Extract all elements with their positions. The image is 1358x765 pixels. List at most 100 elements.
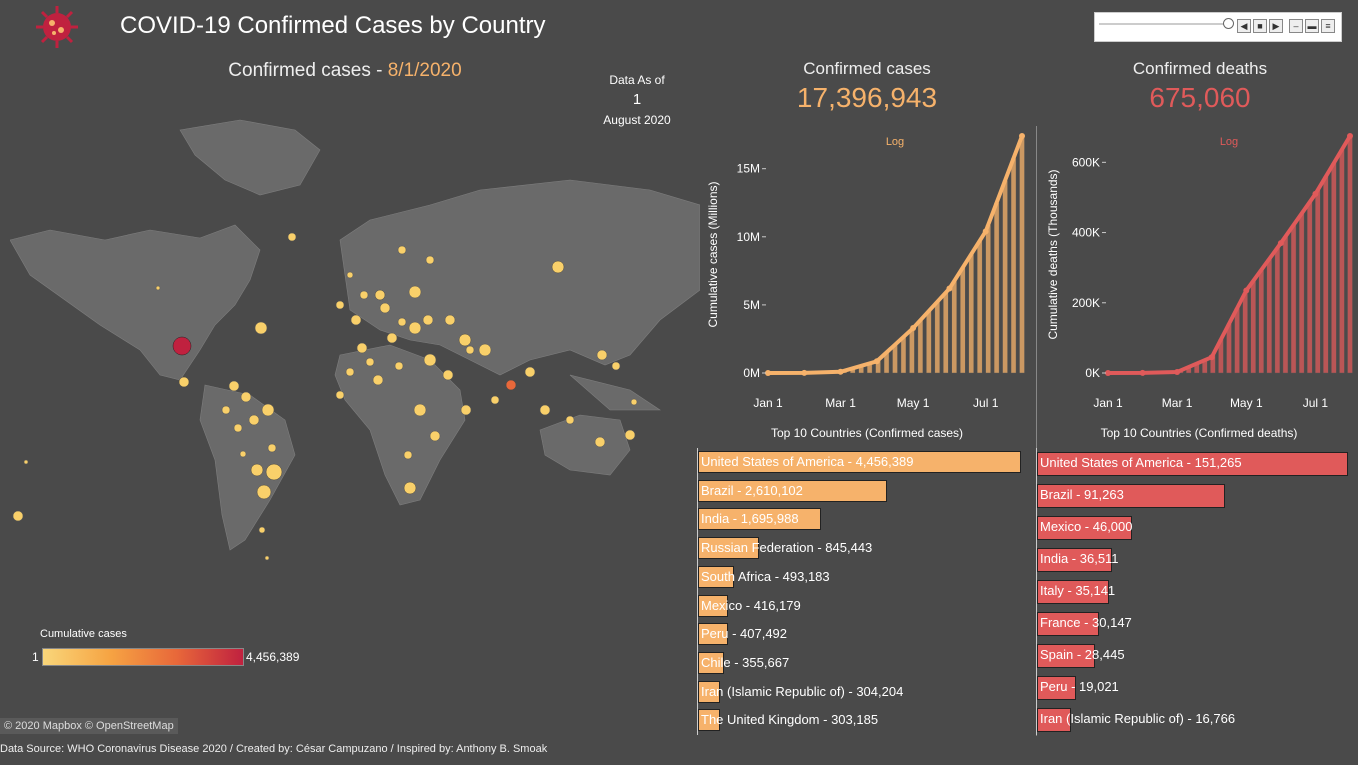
bar-row[interactable]: Mexico - 416,179 — [698, 594, 1221, 617]
bar-fill[interactable] — [1037, 580, 1110, 604]
bar-fill[interactable] — [1037, 548, 1113, 572]
bar-fill[interactable] — [698, 537, 760, 560]
world-map[interactable] — [10, 110, 700, 580]
bar-row[interactable]: Peru - 19,021 — [1037, 676, 1358, 700]
bar-row[interactable]: United States of America - 151,265 — [1037, 452, 1358, 476]
bar-row[interactable]: Mexico - 46,000 — [1037, 516, 1358, 540]
data-point[interactable] — [1208, 354, 1215, 361]
deaths-chart[interactable]: 0K 200K 400K 600K Jan 1 Mar 1 May 1 Jul 1 Cumula… — [1040, 126, 1358, 416]
data-point[interactable] — [982, 228, 989, 235]
weekly-bar[interactable] — [1234, 308, 1240, 374]
weekly-bar[interactable] — [985, 224, 991, 374]
data-point[interactable] — [910, 325, 917, 332]
bar-row[interactable]: Spain - 28,445 — [1037, 644, 1358, 668]
bar-row[interactable]: France - 30,147 — [1037, 612, 1358, 636]
data-point[interactable] — [1019, 133, 1025, 139]
weekly-bar[interactable] — [917, 319, 924, 374]
series-line[interactable] — [1107, 134, 1352, 375]
bar-row[interactable]: Chile - 355,667 — [698, 651, 1221, 674]
bubble-chile[interactable] — [256, 484, 272, 500]
data-point[interactable] — [1312, 190, 1319, 197]
bar-fill[interactable] — [698, 479, 888, 502]
bar-fill[interactable] — [698, 594, 729, 617]
data-point[interactable] — [1174, 368, 1181, 375]
bar-row[interactable]: Russian Federation - 845,443 — [698, 537, 1221, 560]
weekly-bar[interactable] — [1274, 247, 1281, 374]
bar-row[interactable]: Italy - 35,141 — [1037, 580, 1358, 604]
bar-row[interactable]: India - 36,511 — [1037, 548, 1358, 572]
weekly-bar[interactable] — [1298, 213, 1305, 374]
stop-icon[interactable]: ■ — [1253, 19, 1267, 33]
weekly-bar[interactable] — [1315, 189, 1321, 374]
bubble-south-africa[interactable] — [403, 481, 417, 495]
weekly-bar[interactable] — [1347, 135, 1353, 374]
bubble-iran[interactable] — [458, 333, 472, 347]
bar-row[interactable]: Brazil - 2,610,102 — [698, 479, 1221, 502]
weekly-bar[interactable] — [976, 240, 983, 374]
bar-fill[interactable] — [1037, 452, 1348, 476]
weekly-bar[interactable] — [1290, 224, 1297, 374]
weekly-bar[interactable] — [926, 310, 932, 374]
bubble-uk[interactable] — [374, 289, 386, 301]
data-point[interactable] — [801, 369, 808, 376]
weekly-bar[interactable] — [943, 292, 949, 374]
bubble-mexico[interactable] — [178, 376, 190, 388]
data-point[interactable] — [1347, 133, 1353, 139]
weekly-bar[interactable] — [1010, 158, 1017, 374]
bar-fill[interactable] — [1037, 676, 1077, 700]
bubble-peru[interactable] — [250, 463, 264, 477]
bubble-russia[interactable] — [551, 260, 565, 274]
weekly-bar[interactable] — [934, 301, 941, 374]
weekly-bar[interactable] — [968, 254, 974, 374]
weekly-bar[interactable] — [1242, 292, 1248, 374]
weekly-bar[interactable] — [909, 328, 915, 374]
log-toggle[interactable]: Log — [886, 136, 904, 148]
data-point[interactable] — [765, 370, 771, 376]
case-bubbles[interactable] — [172, 260, 565, 500]
bar-fill[interactable] — [1037, 708, 1072, 732]
weekly-bar[interactable] — [1282, 236, 1289, 374]
bar-row[interactable]: Peru - 407,492 — [698, 623, 1221, 646]
bar-row[interactable]: United States of America - 4,456,389 — [698, 451, 1221, 473]
playback-controls[interactable]: ◀ ■ ▶ – ▬ ≡ — [1094, 12, 1342, 42]
data-point[interactable] — [837, 368, 844, 375]
menu-icon[interactable]: ≡ — [1321, 19, 1335, 33]
map-attribution[interactable]: © 2020 Mapbox © OpenStreetMap — [0, 718, 178, 734]
date-slider-track[interactable] — [1099, 23, 1227, 25]
weekly-bar[interactable] — [960, 267, 966, 374]
bar-fill[interactable] — [698, 565, 734, 588]
cases-chart[interactable]: 0M 5M 10M 15M Jan 1 Mar 1 May 1 Jul 1 Cumulative… — [700, 126, 1030, 416]
weekly-bar[interactable] — [1331, 162, 1337, 374]
data-point[interactable] — [946, 285, 953, 292]
bar-row[interactable]: Iran (Islamic Republic of) - 16,766 — [1037, 708, 1358, 732]
dropdown-icon[interactable]: ▬ — [1305, 19, 1319, 33]
bubble-brazil[interactable] — [265, 463, 283, 481]
bar-fill[interactable] — [698, 709, 720, 732]
bubble-india[interactable] — [505, 379, 517, 391]
bar-row[interactable]: Brazil - 91,263 — [1037, 484, 1358, 508]
data-point[interactable] — [1243, 287, 1250, 294]
weekly-bar[interactable] — [1019, 135, 1025, 374]
bar-fill[interactable] — [698, 680, 721, 703]
data-point[interactable] — [1139, 369, 1146, 376]
data-point[interactable] — [1277, 240, 1284, 247]
weekly-bar[interactable] — [1323, 176, 1329, 374]
bar-fill[interactable] — [698, 451, 1021, 473]
data-point[interactable] — [1105, 370, 1111, 376]
bubble-usa[interactable] — [172, 336, 192, 356]
minimize-icon[interactable]: – — [1289, 19, 1303, 33]
date-slider-knob[interactable] — [1223, 18, 1234, 29]
bar-row[interactable]: The United Kingdom - 303,185 — [698, 709, 1221, 732]
series-line[interactable] — [767, 135, 1024, 375]
bar-fill[interactable] — [1037, 484, 1225, 508]
bar-row[interactable]: Iran (Islamic Republic of) - 304,204 — [698, 680, 1221, 703]
weekly-bar[interactable] — [1002, 180, 1008, 374]
weekly-bar[interactable] — [900, 336, 907, 374]
bar-fill[interactable] — [1037, 644, 1096, 668]
bar-fill[interactable] — [1037, 612, 1099, 636]
weekly-bar[interactable] — [1250, 280, 1256, 374]
weekly-bar[interactable] — [1266, 258, 1273, 374]
bar-fill[interactable] — [698, 508, 821, 531]
bar-row[interactable]: India - 1,695,988 — [698, 508, 1221, 531]
data-point[interactable] — [873, 358, 880, 365]
